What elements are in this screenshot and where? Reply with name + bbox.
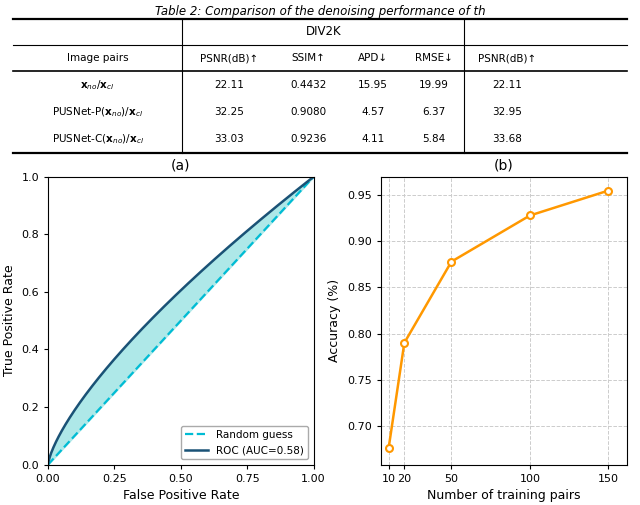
Text: 5.84: 5.84 [422, 134, 445, 144]
Text: 4.11: 4.11 [361, 134, 385, 144]
X-axis label: False Positive Rate: False Positive Rate [122, 489, 239, 502]
X-axis label: Number of training pairs: Number of training pairs [428, 489, 580, 502]
Text: PUSNet-P($\mathbf{x}_{no}$)/$\mathbf{x}_{cl}$: PUSNet-P($\mathbf{x}_{no}$)/$\mathbf{x}_… [52, 105, 143, 119]
Legend: Random guess, ROC (AUC=0.58): Random guess, ROC (AUC=0.58) [181, 426, 308, 460]
Text: PUSNet-C($\mathbf{x}_{no}$)/$\mathbf{x}_{cl}$: PUSNet-C($\mathbf{x}_{no}$)/$\mathbf{x}_… [52, 132, 143, 146]
Text: 19.99: 19.99 [419, 80, 449, 90]
Y-axis label: Accuracy (%): Accuracy (%) [328, 279, 342, 362]
Text: 32.25: 32.25 [214, 107, 244, 117]
Text: PSNR(dB)↑: PSNR(dB)↑ [200, 53, 258, 63]
Text: 33.03: 33.03 [214, 134, 244, 144]
Text: Image pairs: Image pairs [67, 53, 129, 63]
Text: 22.11: 22.11 [492, 80, 522, 90]
ROC (AUC=0.58) [188, 277, 196, 283]
Title: (a): (a) [171, 159, 191, 173]
Text: DIV2K: DIV2K [305, 25, 341, 38]
Text: 32.95: 32.95 [492, 107, 522, 117]
Title: (b): (b) [494, 159, 514, 173]
Text: SSIM↑: SSIM↑ [292, 53, 326, 63]
ROC (AUC=0.58) [303, 179, 311, 185]
ROC (AUC=0.58) [44, 462, 52, 468]
ROC (AUC=0.58) [310, 174, 317, 180]
ROC (AUC=0.58) [172, 292, 180, 298]
Text: 4.57: 4.57 [361, 107, 385, 117]
Text: PSNR(dB)↑: PSNR(dB)↑ [478, 53, 536, 63]
Text: $\mathbf{x}_{no}$/$\mathbf{x}_{cl}$: $\mathbf{x}_{no}$/$\mathbf{x}_{cl}$ [81, 78, 115, 92]
Text: 0.4432: 0.4432 [291, 80, 327, 90]
Text: Table 2: Comparison of the denoising performance of th: Table 2: Comparison of the denoising per… [155, 5, 485, 18]
Line: ROC (AUC=0.58): ROC (AUC=0.58) [48, 177, 314, 465]
Text: 6.37: 6.37 [422, 107, 445, 117]
Text: 33.68: 33.68 [492, 134, 522, 144]
ROC (AUC=0.58) [202, 264, 210, 270]
Text: 0.9080: 0.9080 [291, 107, 327, 117]
ROC (AUC=0.58) [262, 212, 269, 218]
Text: 0.9236: 0.9236 [291, 134, 327, 144]
Y-axis label: True Positive Rate: True Positive Rate [3, 265, 15, 377]
Text: RMSE↓: RMSE↓ [415, 53, 452, 63]
Text: 22.11: 22.11 [214, 80, 244, 90]
Text: 15.95: 15.95 [358, 80, 388, 90]
ROC (AUC=0.58) [170, 294, 178, 300]
Text: APD↓: APD↓ [358, 53, 388, 63]
